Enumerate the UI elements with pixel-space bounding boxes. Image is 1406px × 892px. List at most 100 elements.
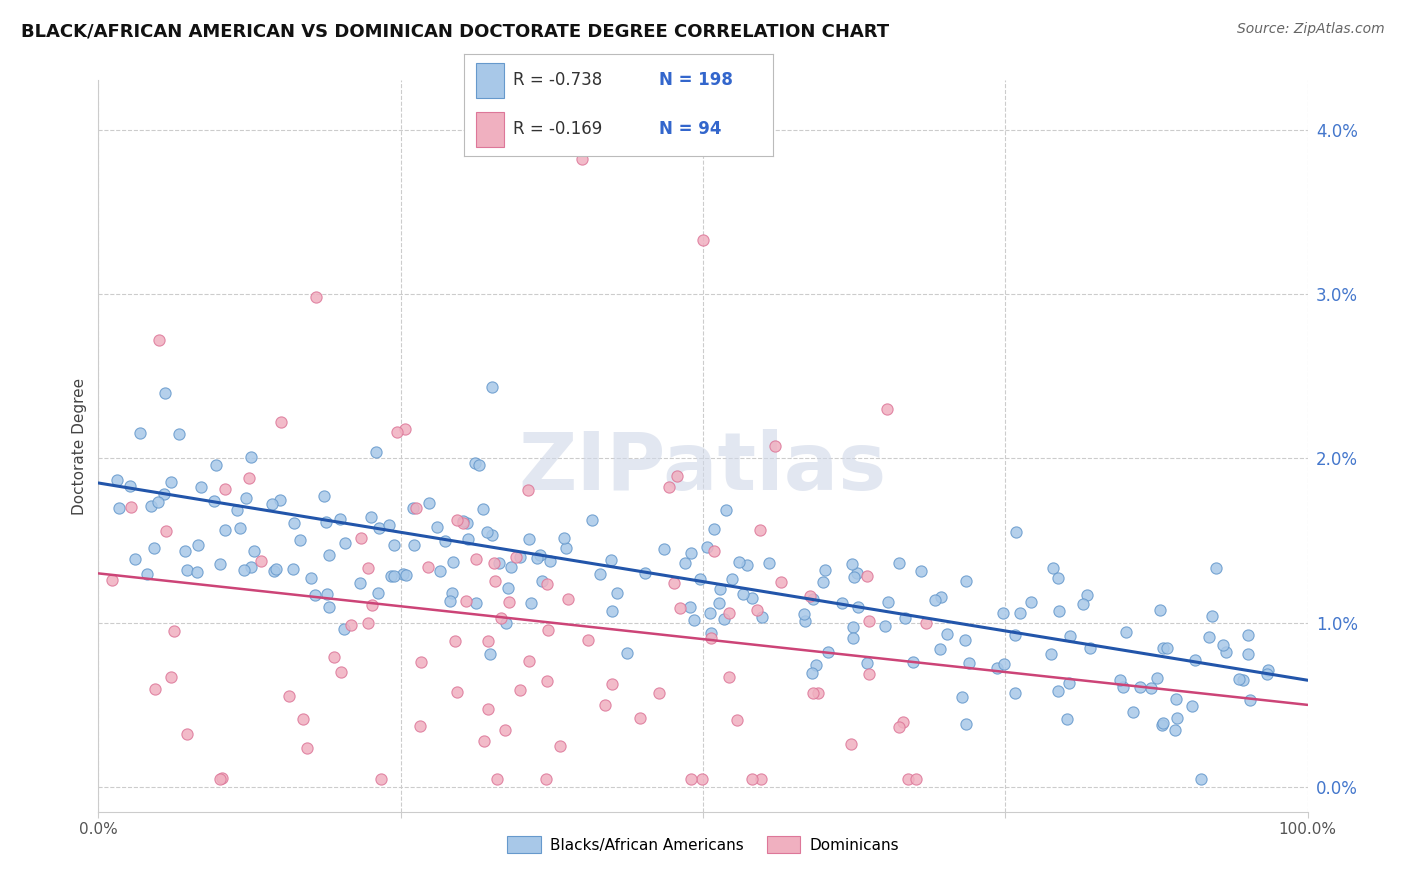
- Point: [235, 491, 257, 506]
- Point: [291, 712, 314, 726]
- Point: [190, 481, 212, 495]
- Text: R = -0.169: R = -0.169: [513, 120, 603, 138]
- Text: R = -0.738: R = -0.738: [513, 71, 603, 89]
- Point: [477, 634, 499, 648]
- Point: [444, 633, 467, 648]
- Bar: [477, 112, 505, 147]
- Text: ZIPatlas: ZIPatlas: [519, 429, 887, 507]
- Text: N = 198: N = 198: [659, 71, 733, 89]
- Point: [1164, 691, 1187, 706]
- Point: [581, 513, 603, 527]
- Point: [735, 558, 758, 573]
- Point: [1140, 681, 1163, 695]
- Point: [936, 626, 959, 640]
- Point: [666, 468, 689, 483]
- Point: [202, 494, 225, 508]
- Point: [658, 480, 681, 494]
- Point: [858, 614, 880, 628]
- Point: [703, 522, 725, 536]
- Point: [696, 540, 718, 554]
- Point: [1004, 628, 1026, 642]
- Point: [728, 555, 751, 569]
- Point: [699, 631, 721, 645]
- Point: [846, 600, 869, 615]
- Point: [1189, 772, 1212, 786]
- Point: [800, 665, 823, 680]
- Point: [526, 550, 548, 565]
- Point: [499, 560, 522, 574]
- Point: [1021, 595, 1043, 609]
- Point: [1232, 673, 1254, 688]
- Point: [804, 657, 827, 672]
- Point: [1040, 647, 1063, 661]
- Point: [831, 597, 853, 611]
- Point: [929, 591, 952, 605]
- Point: [418, 560, 440, 574]
- Point: [142, 541, 165, 556]
- Point: [842, 620, 865, 634]
- Point: [924, 592, 946, 607]
- Point: [475, 524, 498, 539]
- Point: [953, 633, 976, 648]
- Point: [214, 482, 236, 496]
- Point: [260, 497, 283, 511]
- Point: [1237, 627, 1260, 641]
- Point: [713, 612, 735, 626]
- Point: [794, 614, 817, 628]
- Point: [679, 600, 702, 615]
- Point: [496, 581, 519, 595]
- Point: [418, 496, 440, 510]
- Point: [758, 557, 780, 571]
- Point: [993, 657, 1015, 671]
- Point: [516, 483, 538, 497]
- Y-axis label: Doctorate Degree: Doctorate Degree: [72, 377, 87, 515]
- Point: [700, 625, 723, 640]
- Point: [465, 596, 488, 610]
- Point: [807, 686, 830, 700]
- Point: [928, 642, 950, 657]
- Point: [628, 710, 651, 724]
- Point: [538, 554, 561, 568]
- Point: [505, 550, 527, 565]
- Point: [1166, 711, 1188, 725]
- Point: [136, 566, 159, 581]
- Point: [745, 602, 768, 616]
- Point: [474, 733, 496, 747]
- Point: [411, 655, 433, 669]
- Point: [749, 772, 772, 786]
- Point: [891, 715, 914, 730]
- Point: [689, 573, 711, 587]
- Point: [139, 500, 162, 514]
- Point: [841, 558, 863, 572]
- Point: [1149, 603, 1171, 617]
- Point: [600, 677, 623, 691]
- Point: [1215, 645, 1237, 659]
- Point: [118, 479, 141, 493]
- Point: [160, 475, 183, 489]
- Point: [555, 541, 578, 556]
- Point: [159, 669, 181, 683]
- Point: [405, 501, 427, 516]
- Point: [367, 586, 389, 600]
- Point: [887, 556, 910, 570]
- Point: [1078, 640, 1101, 655]
- Point: [316, 586, 339, 600]
- Point: [163, 624, 186, 639]
- Point: [152, 487, 174, 501]
- Point: [1152, 716, 1174, 731]
- Point: [839, 737, 862, 751]
- Point: [105, 473, 128, 487]
- Point: [1059, 630, 1081, 644]
- Point: [814, 563, 837, 577]
- Point: [709, 582, 731, 597]
- Point: [1076, 588, 1098, 602]
- Point: [1184, 653, 1206, 667]
- Point: [1047, 604, 1070, 618]
- Point: [682, 613, 704, 627]
- Point: [269, 493, 291, 508]
- Point: [1205, 561, 1227, 575]
- Point: [842, 632, 865, 646]
- Point: [1164, 723, 1187, 738]
- Point: [238, 471, 260, 485]
- Point: [382, 569, 405, 583]
